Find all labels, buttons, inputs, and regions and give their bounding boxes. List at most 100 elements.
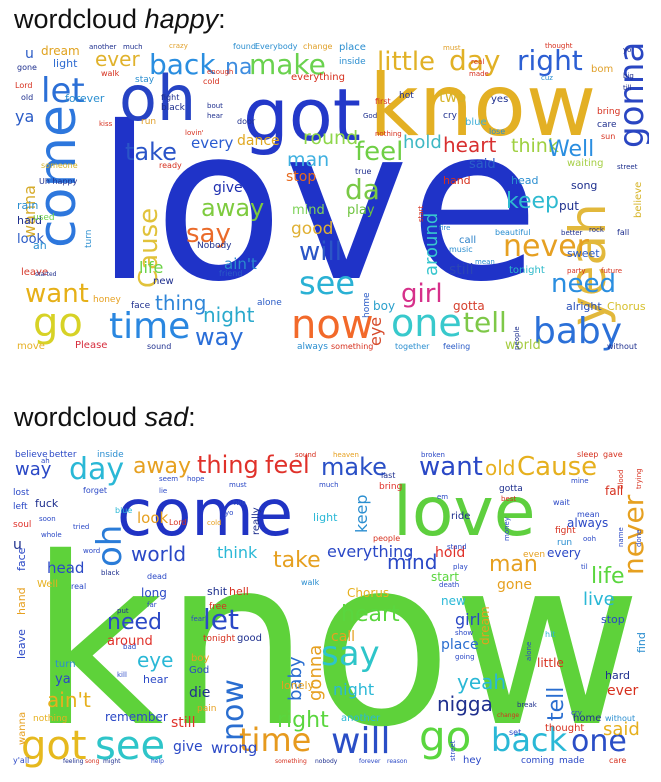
word-long: long bbox=[141, 586, 167, 600]
word-sound: sound bbox=[147, 342, 171, 351]
word-street: street bbox=[449, 740, 457, 761]
word-run: run bbox=[141, 117, 156, 127]
word-believe: believe bbox=[15, 450, 48, 460]
word-run: run bbox=[557, 538, 572, 548]
word-chorus: Chorus bbox=[607, 300, 646, 313]
word-must: must bbox=[229, 481, 247, 489]
word-alone: alone bbox=[525, 642, 533, 661]
word-night: night bbox=[203, 303, 255, 327]
word-em: em bbox=[437, 493, 448, 501]
word-trying: trying bbox=[635, 468, 643, 489]
word-wrong: wrong bbox=[211, 739, 257, 757]
word-put: put bbox=[559, 199, 579, 213]
word-sun: sun bbox=[601, 132, 615, 141]
word-lord: Lord bbox=[15, 81, 32, 90]
word-everything: everything bbox=[327, 542, 413, 561]
word-true: true bbox=[355, 167, 371, 176]
sad-wordcloud-canvas: know come love oh got see time will go b… bbox=[13, 450, 649, 770]
word-much: much bbox=[319, 481, 339, 489]
word-mine: mine bbox=[571, 477, 589, 485]
word-bad: bad bbox=[123, 643, 136, 651]
word-come: come bbox=[117, 477, 293, 551]
word-someone: someone bbox=[41, 161, 78, 170]
word-please: Please bbox=[75, 340, 107, 351]
word-fight: fight bbox=[161, 93, 179, 102]
word-gone: gone bbox=[17, 63, 37, 72]
word-god: God bbox=[363, 112, 377, 120]
word-die: die bbox=[189, 685, 210, 701]
word-man: man bbox=[489, 552, 538, 577]
word-mean: mean bbox=[475, 258, 495, 266]
word-world: world bbox=[131, 542, 186, 566]
word-said: said bbox=[469, 157, 496, 172]
word-eye: eye bbox=[137, 648, 173, 672]
word-put: put bbox=[117, 607, 129, 615]
word-come: come bbox=[28, 105, 88, 248]
word-rock: rock bbox=[589, 226, 605, 234]
word-yall: y'all bbox=[13, 756, 29, 765]
word-something: something bbox=[275, 758, 307, 765]
word-cause: Cause bbox=[134, 208, 164, 288]
word-look: look bbox=[137, 509, 169, 527]
word-stand: stand bbox=[447, 543, 467, 551]
word-hand: hand bbox=[15, 587, 28, 615]
word-tonight: tonight bbox=[203, 634, 236, 644]
word-together: together bbox=[395, 342, 430, 351]
word-dream: dream bbox=[41, 44, 80, 58]
word-fall: fall bbox=[617, 228, 629, 237]
word-live: live bbox=[583, 589, 615, 610]
word-care: care bbox=[609, 756, 626, 765]
word-yo: yo bbox=[225, 509, 233, 517]
word-fire: fire bbox=[439, 224, 450, 232]
word-without: without bbox=[605, 714, 635, 723]
word-cuz: cuz bbox=[541, 74, 553, 82]
word-take: take bbox=[273, 548, 321, 573]
word-honey: honey bbox=[93, 295, 121, 305]
word-yeah: yeah bbox=[559, 203, 617, 326]
word-much: much bbox=[123, 43, 143, 51]
word-blood: blood bbox=[617, 470, 625, 489]
word-yo: yo bbox=[623, 46, 631, 54]
word-wanna: wanna bbox=[20, 185, 39, 238]
word-blue: blue bbox=[465, 117, 487, 128]
word-give: give bbox=[213, 180, 243, 196]
word-word: word bbox=[83, 547, 100, 555]
word-day: day bbox=[449, 44, 501, 77]
word-everything: everything bbox=[291, 72, 345, 83]
word-gave: gave bbox=[603, 450, 623, 459]
word-gone: gone bbox=[497, 577, 532, 593]
word-sleep: sleep bbox=[577, 450, 598, 459]
word-oh: oh bbox=[90, 525, 130, 567]
word-gonna: gonna bbox=[612, 42, 649, 148]
word-way: way bbox=[195, 323, 244, 351]
word-well: Well bbox=[37, 579, 58, 590]
word-find: find bbox=[635, 632, 648, 653]
word-til: til bbox=[581, 563, 588, 571]
word-done: done bbox=[635, 530, 643, 547]
word-feel: feel bbox=[265, 451, 310, 479]
word-heart: heart bbox=[443, 133, 496, 157]
word-people: people bbox=[373, 534, 400, 543]
word-stay: stay bbox=[135, 75, 155, 85]
word-home: home bbox=[362, 292, 372, 318]
word-now: now bbox=[291, 302, 374, 348]
word-hope: hope bbox=[187, 475, 204, 483]
word-made: made bbox=[469, 70, 489, 78]
word-soon: soon bbox=[39, 515, 56, 523]
word-bring: bring bbox=[379, 482, 402, 492]
word-hear: hear bbox=[207, 112, 223, 120]
word-fuck: fuck bbox=[35, 497, 59, 510]
word-time: time bbox=[109, 306, 190, 347]
word-need: need bbox=[107, 610, 162, 635]
word-enough: enough bbox=[207, 68, 233, 76]
word-set: set bbox=[509, 728, 521, 737]
word-hey: hey bbox=[463, 755, 481, 766]
word-ah: ah bbox=[41, 457, 50, 465]
word-hear: hear bbox=[143, 673, 168, 686]
word-love: love bbox=[393, 473, 536, 552]
word-want: want bbox=[419, 452, 483, 482]
word-cry: cry bbox=[571, 709, 582, 717]
sad-heading-suffix: : bbox=[188, 402, 196, 432]
sad-heading-prefix: wordcloud bbox=[14, 402, 145, 432]
word-shit: shit bbox=[207, 585, 228, 598]
